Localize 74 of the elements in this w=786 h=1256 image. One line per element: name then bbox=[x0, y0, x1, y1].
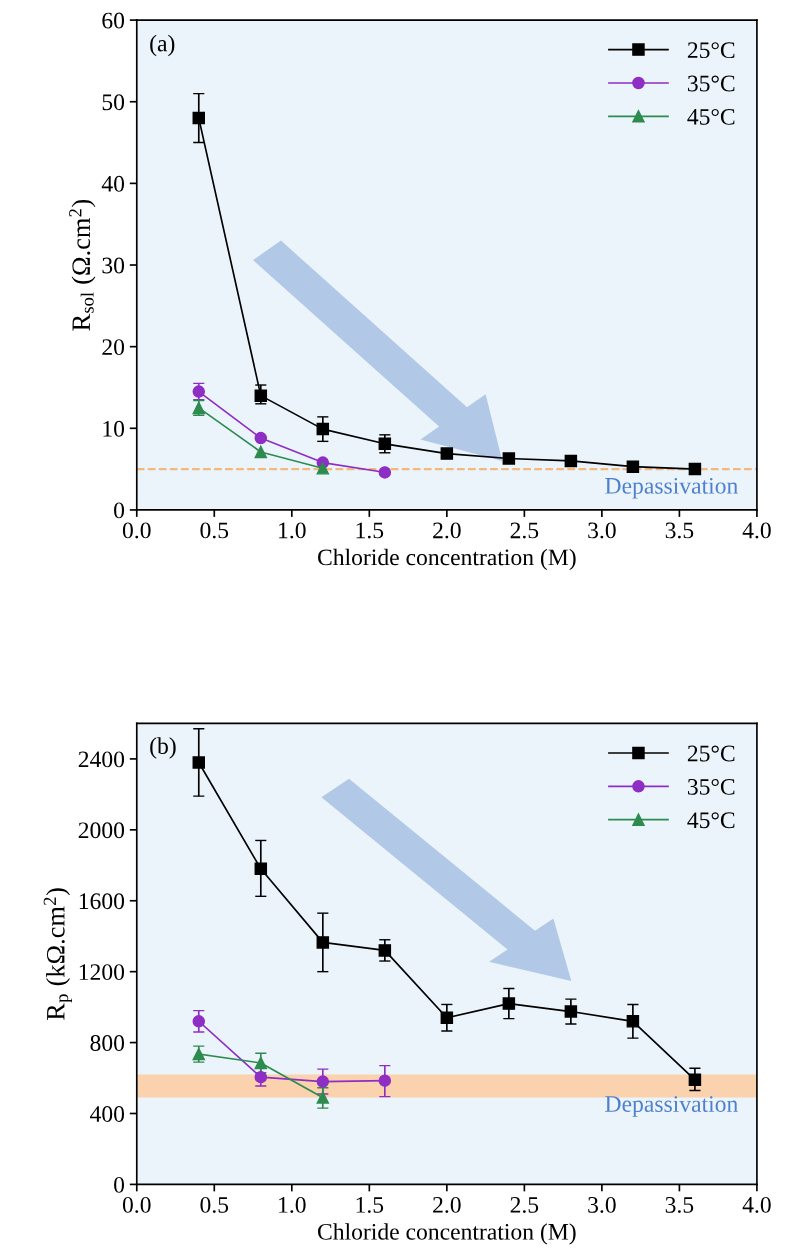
legend-label: 35°C bbox=[688, 778, 735, 795]
x-tick-label: 0.5 bbox=[200, 522, 229, 539]
point bbox=[254, 445, 268, 459]
point bbox=[688, 462, 702, 476]
y-axis-title: R$_{sol}$ (Ω.cm$^{2}$) bbox=[69, 199, 96, 331]
point bbox=[378, 466, 392, 479]
point bbox=[254, 862, 268, 876]
legend-label: 45°C bbox=[687, 108, 735, 125]
point bbox=[502, 452, 516, 465]
y-axis-title: R$_{p}$ (kΩ.cm$^{2}$) bbox=[43, 888, 72, 1020]
point bbox=[378, 437, 392, 451]
x-axis-title: Chloride concentration (M) bbox=[317, 1223, 576, 1245]
point bbox=[564, 454, 578, 468]
point bbox=[378, 1074, 392, 1087]
point bbox=[192, 1015, 206, 1028]
y-tick-label: 0 bbox=[114, 1176, 125, 1193]
point bbox=[502, 997, 516, 1010]
y-tick-label: 2400 bbox=[78, 751, 125, 768]
point bbox=[316, 1075, 330, 1088]
x-tick-label: 1.0 bbox=[279, 522, 306, 539]
y-tick-label: 40 bbox=[101, 175, 125, 192]
point bbox=[564, 1005, 578, 1018]
x-tick-label: 3.5 bbox=[665, 1196, 694, 1213]
x-tick-label: 1.0 bbox=[279, 1196, 306, 1213]
point bbox=[316, 936, 330, 949]
point bbox=[254, 1056, 268, 1070]
legend-label: 25°C bbox=[687, 745, 735, 762]
point bbox=[254, 431, 268, 445]
x-tick-label: 3.0 bbox=[588, 522, 616, 539]
y-tick-label: 800 bbox=[90, 1035, 125, 1051]
x-tick-label: 0.0 bbox=[122, 1196, 151, 1213]
x-tick-label: 1.5 bbox=[356, 1197, 384, 1213]
y-tick-label: 20 bbox=[102, 339, 125, 356]
point bbox=[192, 111, 206, 125]
y-tick-label: 400 bbox=[90, 1105, 125, 1122]
x-tick-label: 3.0 bbox=[588, 1196, 616, 1213]
x-tick-label: 2.5 bbox=[510, 1196, 539, 1213]
x-tick-label: 0.0 bbox=[122, 522, 151, 539]
legend-label: 25°C bbox=[687, 42, 735, 59]
legend-label: 45°C bbox=[687, 812, 735, 829]
text: (a) bbox=[150, 34, 175, 57]
y-tick-label: 1600 bbox=[79, 893, 125, 910]
y-tick-label: 1200 bbox=[79, 964, 125, 981]
y-tick-label: 60 bbox=[102, 12, 125, 29]
x-tick-label: 4.0 bbox=[742, 522, 771, 539]
y-tick-label: 50 bbox=[102, 94, 125, 111]
y-tick-label: 2000 bbox=[78, 822, 125, 839]
point bbox=[626, 460, 640, 473]
point bbox=[192, 385, 206, 398]
x-tick-label: 3.5 bbox=[665, 522, 694, 539]
x-tick-label: 1.5 bbox=[356, 522, 384, 539]
legend-label: 35°C bbox=[688, 75, 735, 92]
y-tick-label: 30 bbox=[102, 257, 125, 274]
annotation: Depassivation bbox=[605, 1096, 738, 1117]
point bbox=[192, 756, 206, 769]
text: (b) bbox=[150, 737, 176, 759]
point bbox=[378, 944, 392, 957]
y-tick-label: 0 bbox=[114, 502, 125, 519]
point bbox=[316, 422, 330, 436]
x-tick-label: 2.0 bbox=[433, 522, 461, 539]
point bbox=[440, 447, 454, 460]
point bbox=[316, 1091, 330, 1104]
x-axis-title: Chloride concentration (M) bbox=[317, 548, 576, 571]
y-tick-label: 10 bbox=[103, 420, 125, 437]
x-tick-label: 2.5 bbox=[510, 522, 539, 539]
x-tick-label: 2.0 bbox=[433, 1196, 461, 1213]
point bbox=[440, 1011, 454, 1025]
x-tick-label: 0.5 bbox=[200, 1196, 229, 1213]
annotation: Depassivation bbox=[605, 477, 738, 499]
point bbox=[688, 1073, 702, 1087]
point bbox=[626, 1015, 640, 1028]
x-tick-label: 4.0 bbox=[742, 1196, 771, 1213]
point bbox=[316, 462, 330, 475]
point bbox=[254, 389, 268, 402]
